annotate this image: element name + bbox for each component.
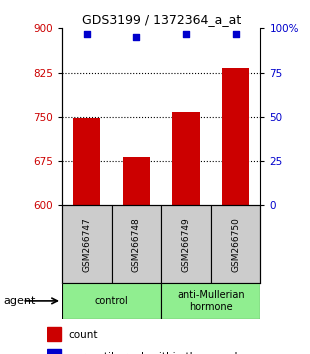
Point [84,31,89,36]
Point [233,31,238,36]
Text: GSM266748: GSM266748 [132,217,141,272]
Bar [46,327,61,342]
Text: GSM266747: GSM266747 [82,217,91,272]
Bar [222,68,249,205]
Bar [62,205,112,283]
Title: GDS3199 / 1372364_a_at: GDS3199 / 1372364_a_at [82,13,241,26]
Bar [211,205,260,283]
Text: percentile rank within the sample: percentile rank within the sample [68,352,244,354]
Bar [123,157,150,205]
Text: count: count [68,330,97,340]
Bar [112,205,161,283]
Bar [161,205,211,283]
Bar [172,112,200,205]
Bar [73,118,100,205]
Bar [62,283,161,319]
Bar [161,283,260,319]
Point [134,34,139,40]
Text: agent: agent [3,296,35,306]
Bar [46,349,61,354]
Text: GSM266749: GSM266749 [181,217,191,272]
Text: anti-Mullerian
hormone: anti-Mullerian hormone [177,290,245,312]
Text: GSM266750: GSM266750 [231,217,240,272]
Point [184,31,188,36]
Text: control: control [95,296,128,306]
